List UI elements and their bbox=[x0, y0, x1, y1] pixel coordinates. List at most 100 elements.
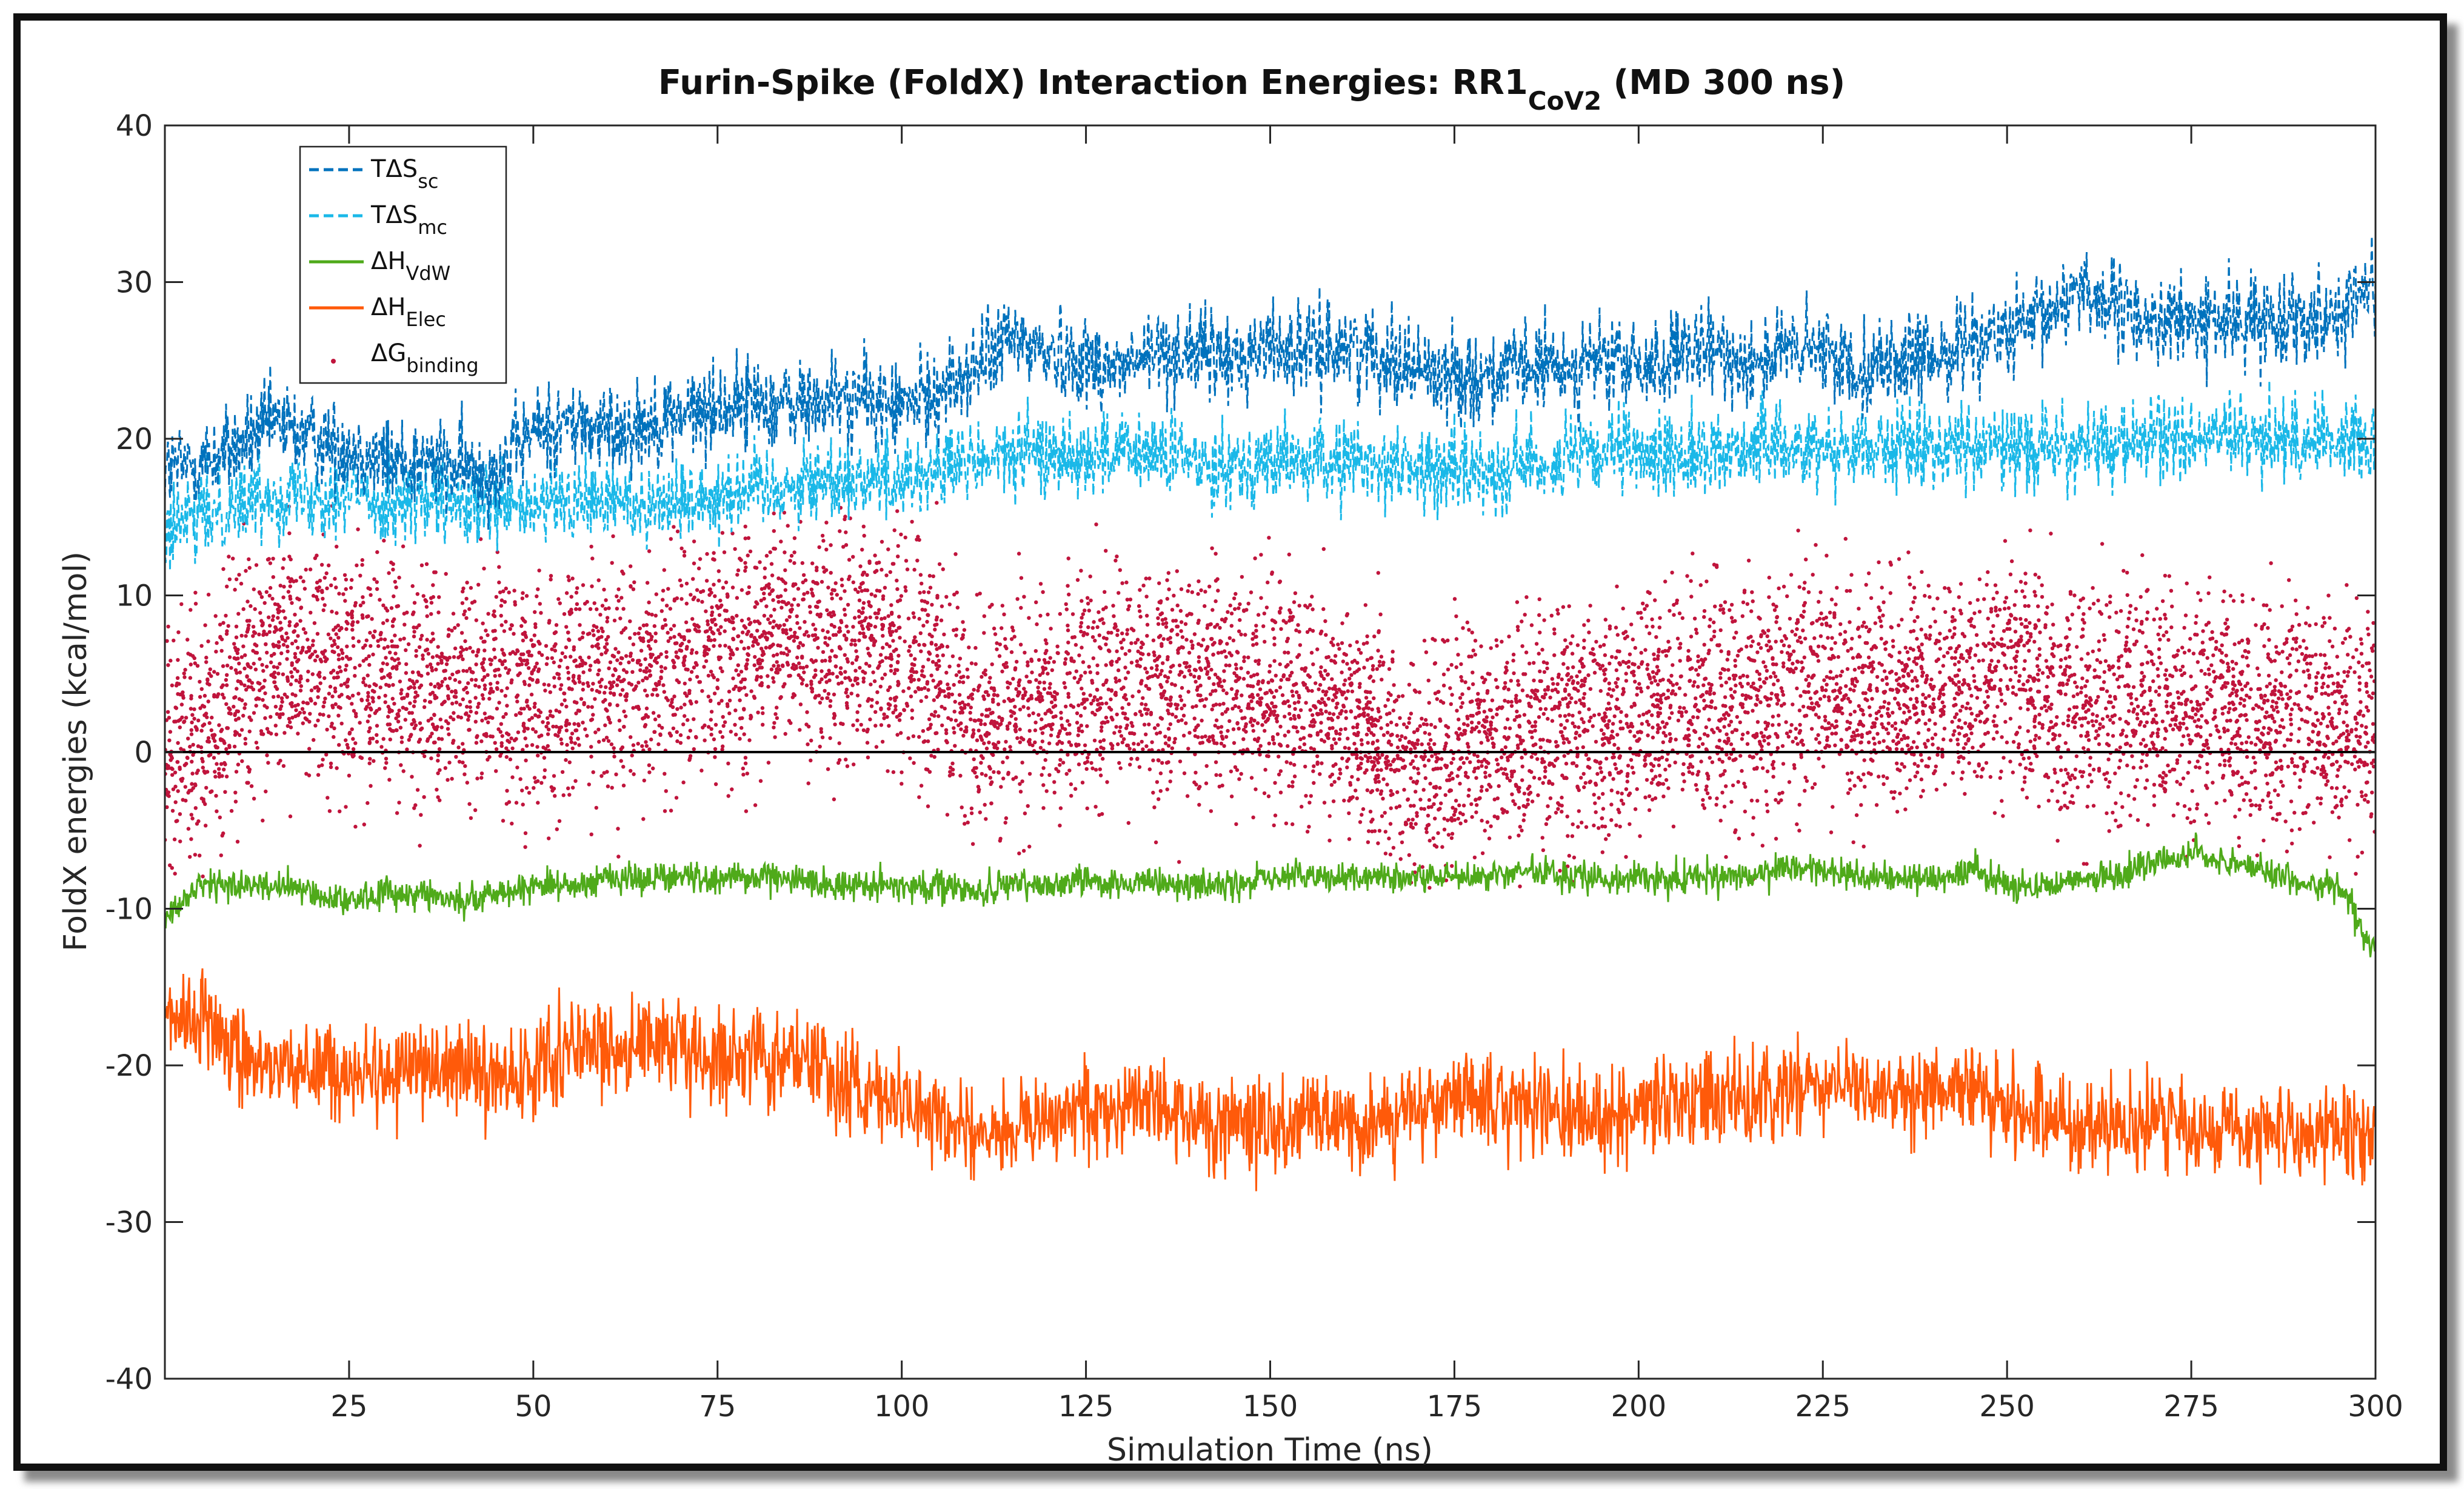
dg-binding-point bbox=[1137, 765, 1142, 769]
dg-binding-point bbox=[2027, 648, 2031, 653]
dg-binding-point bbox=[2289, 757, 2294, 761]
dg-binding-point bbox=[2244, 740, 2249, 745]
dg-binding-point bbox=[759, 675, 763, 679]
dg-binding-point bbox=[2205, 697, 2209, 702]
dg-binding-point bbox=[992, 693, 997, 697]
dg-binding-point bbox=[753, 803, 758, 807]
dg-binding-point bbox=[1803, 636, 1808, 641]
dg-binding-point bbox=[314, 595, 319, 599]
dg-binding-point bbox=[2314, 681, 2319, 685]
dg-binding-point bbox=[651, 711, 656, 715]
dg-binding-point bbox=[1924, 745, 1928, 749]
dg-binding-point bbox=[338, 809, 342, 814]
dg-binding-point bbox=[2289, 799, 2294, 804]
dg-binding-point bbox=[1975, 643, 1980, 647]
dg-binding-point bbox=[1292, 774, 1297, 779]
dg-binding-point bbox=[2121, 728, 2125, 733]
dg-binding-point bbox=[775, 595, 780, 599]
dg-binding-point bbox=[1713, 604, 1717, 608]
dg-binding-point bbox=[2284, 702, 2289, 707]
dg-binding-point bbox=[1560, 730, 1564, 735]
dg-binding-point bbox=[1412, 688, 1417, 693]
dg-binding-point bbox=[1774, 639, 1778, 644]
dg-binding-point bbox=[1712, 635, 1716, 639]
dg-binding-point bbox=[2322, 616, 2326, 620]
dg-binding-point bbox=[1366, 829, 1371, 833]
dg-binding-point bbox=[2170, 604, 2174, 608]
dg-binding-point bbox=[1358, 682, 1362, 686]
dg-binding-point bbox=[1278, 662, 1282, 667]
dg-binding-point bbox=[2298, 645, 2302, 649]
dg-binding-point bbox=[1629, 758, 1634, 762]
dg-binding-point bbox=[645, 581, 650, 585]
dg-binding-point bbox=[1885, 682, 1889, 687]
dg-binding-point bbox=[1864, 625, 1869, 630]
dg-binding-point bbox=[505, 704, 509, 708]
dg-binding-point bbox=[1797, 585, 1801, 589]
dg-binding-point bbox=[1765, 676, 1769, 681]
dg-binding-point bbox=[2105, 811, 2109, 816]
dg-binding-point bbox=[579, 697, 584, 701]
dg-binding-point bbox=[1794, 736, 1798, 741]
dg-binding-point bbox=[242, 683, 247, 688]
dg-binding-point bbox=[334, 632, 338, 636]
dg-binding-point bbox=[1731, 758, 1735, 762]
dg-binding-point bbox=[546, 732, 550, 736]
dg-binding-point bbox=[1804, 558, 1808, 562]
dg-binding-point bbox=[1474, 725, 1479, 730]
dg-binding-point bbox=[1309, 746, 1314, 750]
dg-binding-point bbox=[601, 629, 605, 634]
dg-binding-point bbox=[713, 782, 718, 787]
dg-binding-point bbox=[1850, 682, 1855, 686]
dg-binding-point bbox=[606, 715, 610, 720]
dg-binding-point bbox=[2174, 668, 2179, 672]
dg-binding-point bbox=[246, 685, 250, 689]
dg-binding-point bbox=[927, 650, 931, 655]
dg-binding-point bbox=[1993, 583, 1998, 587]
dg-binding-point bbox=[500, 734, 504, 738]
dg-binding-point bbox=[2220, 643, 2224, 648]
dg-binding-point bbox=[2141, 738, 2146, 742]
dg-binding-point bbox=[1006, 727, 1010, 731]
dg-binding-point bbox=[709, 670, 713, 674]
dg-binding-point bbox=[710, 605, 714, 610]
dg-binding-point bbox=[527, 707, 532, 711]
dg-binding-point bbox=[2098, 660, 2103, 665]
dg-binding-point bbox=[173, 800, 178, 804]
dg-binding-point bbox=[950, 654, 955, 659]
dg-binding-point bbox=[913, 635, 917, 639]
dg-binding-point bbox=[1449, 817, 1453, 822]
dg-binding-point bbox=[1220, 735, 1224, 739]
dg-binding-point bbox=[916, 678, 921, 682]
dg-binding-point bbox=[2108, 718, 2112, 722]
dg-binding-point bbox=[2315, 766, 2320, 770]
dg-binding-point bbox=[2130, 728, 2135, 733]
dg-binding-point bbox=[430, 631, 435, 636]
dg-binding-point bbox=[1311, 769, 1315, 773]
dg-binding-point bbox=[436, 682, 440, 686]
dg-binding-point bbox=[227, 744, 232, 748]
dg-binding-point bbox=[290, 675, 295, 679]
dg-binding-point bbox=[219, 762, 224, 766]
dg-binding-point bbox=[451, 741, 455, 745]
dg-binding-point bbox=[820, 677, 824, 682]
dg-binding-point bbox=[706, 622, 710, 627]
dg-binding-point bbox=[1562, 754, 1566, 758]
dg-binding-point bbox=[1231, 727, 1236, 731]
dg-binding-point bbox=[1749, 684, 1754, 689]
dg-binding-point bbox=[1514, 693, 1518, 698]
dg-binding-point bbox=[1964, 733, 1969, 738]
dg-binding-point bbox=[980, 713, 984, 717]
dg-binding-point bbox=[1563, 726, 1567, 730]
dg-binding-point bbox=[1310, 688, 1314, 693]
dg-binding-point bbox=[1494, 638, 1498, 642]
dg-binding-point bbox=[815, 568, 819, 573]
dg-binding-point bbox=[1095, 747, 1099, 752]
dg-binding-point bbox=[340, 651, 345, 655]
dg-binding-point bbox=[368, 726, 372, 730]
dg-binding-point bbox=[1064, 771, 1069, 776]
dg-binding-point bbox=[683, 714, 687, 718]
dg-binding-point bbox=[1261, 624, 1266, 628]
dg-binding-point bbox=[1388, 762, 1393, 767]
dg-binding-point bbox=[2074, 754, 2079, 759]
